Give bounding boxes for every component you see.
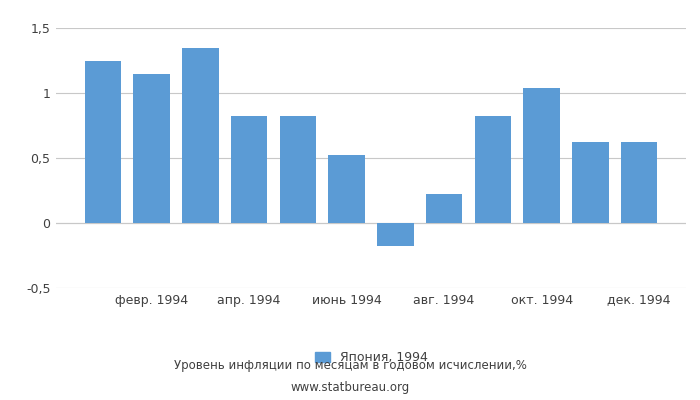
Bar bbox=[377, 223, 414, 246]
Bar bbox=[572, 142, 608, 223]
Bar bbox=[231, 116, 267, 223]
Bar bbox=[134, 74, 170, 223]
Text: www.statbureau.org: www.statbureau.org bbox=[290, 382, 410, 394]
Bar bbox=[182, 48, 218, 223]
Legend: Япония, 1994: Япония, 1994 bbox=[314, 352, 428, 364]
Bar bbox=[475, 116, 511, 223]
Bar bbox=[328, 155, 365, 223]
Bar bbox=[621, 142, 657, 223]
Bar bbox=[426, 194, 463, 223]
Text: Уровень инфляции по месяцам в годовом исчислении,%: Уровень инфляции по месяцам в годовом ис… bbox=[174, 360, 526, 372]
Bar bbox=[85, 60, 121, 223]
Bar bbox=[524, 88, 560, 223]
Bar bbox=[279, 116, 316, 223]
